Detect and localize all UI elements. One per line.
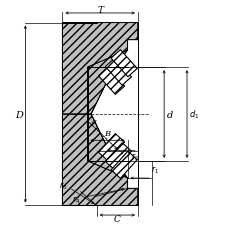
Text: B: B (104, 129, 110, 137)
Polygon shape (98, 134, 124, 161)
Polygon shape (87, 51, 127, 114)
Polygon shape (62, 23, 137, 114)
Text: C: C (113, 214, 120, 223)
Polygon shape (87, 114, 127, 178)
Text: D: D (15, 110, 23, 119)
Polygon shape (105, 143, 131, 170)
Polygon shape (62, 114, 137, 206)
Polygon shape (98, 68, 124, 95)
Text: T: T (97, 6, 103, 15)
Text: $r_2$: $r_2$ (131, 151, 138, 162)
Polygon shape (105, 59, 131, 86)
Text: $r_1$: $r_1$ (150, 164, 158, 175)
Text: a: a (92, 117, 96, 125)
Polygon shape (111, 152, 137, 179)
Text: $d_1$: $d_1$ (188, 108, 198, 121)
Text: $r_3$: $r_3$ (59, 180, 67, 191)
Polygon shape (111, 50, 137, 77)
Text: d: d (166, 110, 173, 119)
Text: $r_4$: $r_4$ (72, 194, 80, 205)
